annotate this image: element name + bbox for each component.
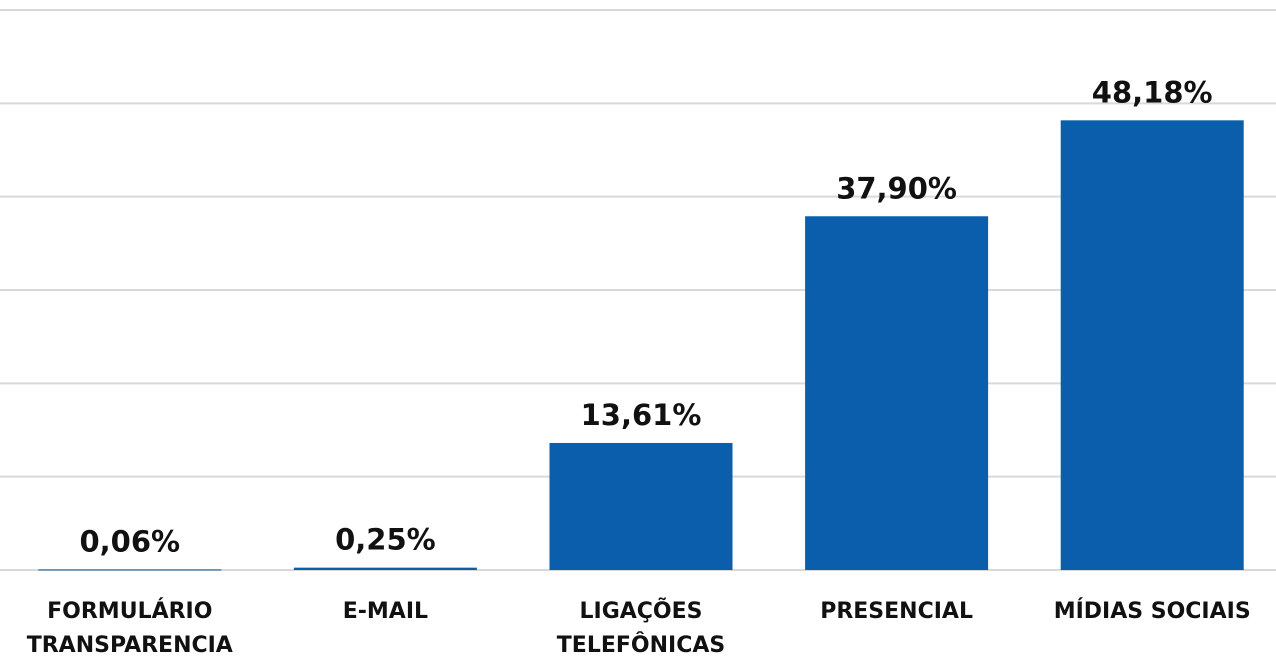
label-line: MÍDIAS SOCIAIS (1054, 598, 1251, 624)
label-line: E-MAIL (343, 599, 428, 624)
value-label: 48,18% (1092, 75, 1213, 109)
bar (293, 567, 477, 570)
value-label: 0,06% (79, 524, 180, 558)
x-tick-label: PRESENCIAL (820, 599, 973, 624)
x-tick-label: MÍDIAS SOCIAIS (1054, 598, 1251, 624)
bar (805, 216, 989, 570)
x-tick-label: E-MAIL (343, 599, 428, 624)
bar (1060, 120, 1244, 570)
label-line: FORMULÁRIO (47, 598, 212, 624)
value-label: 0,25% (335, 523, 436, 557)
x-tick-label: FORMULÁRIO TRANSPARENCIA (27, 598, 233, 658)
x-tick-label: LIGAÇÕES TELEFÔNICAS (557, 598, 725, 658)
value-label: 37,90% (836, 171, 957, 205)
label-line: TRANSPARENCIA (27, 633, 233, 658)
bar (38, 569, 222, 571)
label-line: LIGAÇÕES (579, 598, 702, 624)
label-line: TELEFÔNICAS (557, 632, 725, 658)
bar (549, 442, 733, 570)
label-line: PRESENCIAL (820, 599, 973, 624)
value-label: 13,61% (581, 398, 702, 432)
